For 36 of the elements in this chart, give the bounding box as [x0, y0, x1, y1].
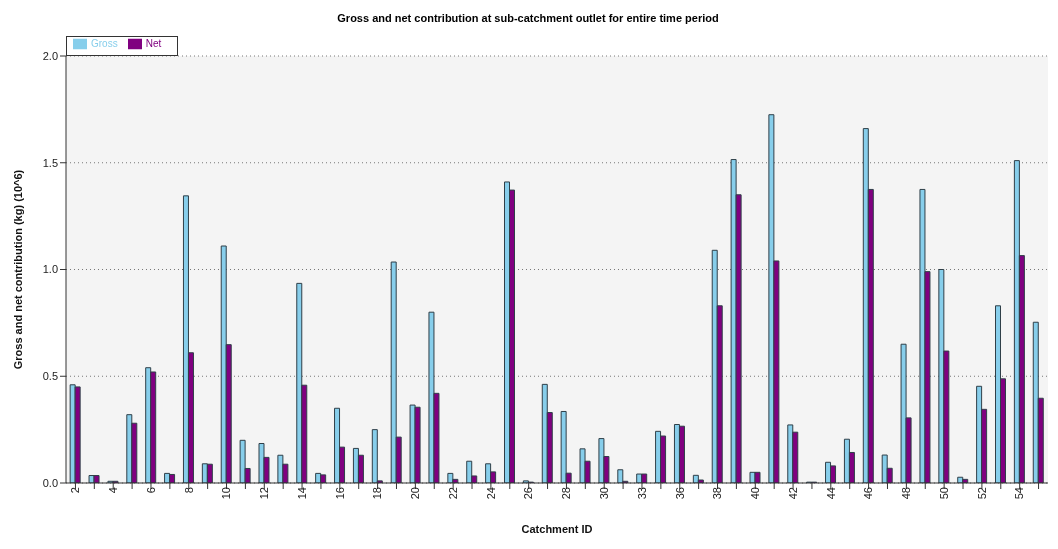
- y-tick-label: 0.5: [42, 370, 58, 383]
- x-tick-label: 22: [446, 487, 459, 500]
- x-tick-label: 28: [560, 487, 573, 500]
- x-tick-label: 12: [258, 487, 271, 500]
- x-tick-label: 52: [975, 487, 988, 500]
- x-tick-label: 40: [749, 487, 762, 500]
- x-tick-label: 38: [711, 487, 724, 500]
- x-tick-label: 4: [107, 487, 120, 494]
- x-tick-label: 42: [786, 487, 799, 500]
- y-axis-title: Gross and net contribution (kg) (10^6): [11, 169, 24, 370]
- x-tick-label: 36: [673, 487, 686, 500]
- legend-label: Gross: [91, 37, 118, 49]
- x-tick-label: 20: [409, 487, 422, 500]
- x-tick-label: 33: [635, 487, 648, 500]
- x-tick-label: 46: [862, 487, 875, 500]
- x-tick-label: 54: [1013, 487, 1026, 500]
- y-tick-label: 0.0: [42, 476, 58, 489]
- y-tick-label: 1.0: [42, 263, 58, 276]
- y-tick-label: 1.5: [42, 156, 58, 169]
- x-axis-title: Catchment ID: [521, 523, 593, 535]
- x-tick-label: 16: [333, 487, 346, 500]
- x-tick-label: 30: [598, 487, 611, 500]
- x-tick-label: 24: [484, 487, 497, 500]
- legend-label: Net: [145, 37, 162, 49]
- x-tick-label: 50: [937, 487, 950, 500]
- x-tick-label: 44: [824, 487, 837, 500]
- chart-title: Gross and net contribution at sub-catchment outlet for entire time period: [336, 11, 720, 26]
- y-tick-label: 2.0: [42, 49, 58, 62]
- x-tick-label: 48: [900, 487, 913, 500]
- x-tick-label: 18: [371, 487, 384, 500]
- x-tick-label: 6: [144, 487, 157, 494]
- x-tick-label: 10: [220, 487, 233, 500]
- x-tick-label: 26: [522, 487, 535, 500]
- x-tick-label: 14: [295, 487, 308, 500]
- x-tick-label: 2: [69, 487, 82, 494]
- x-tick-label: 8: [182, 487, 195, 494]
